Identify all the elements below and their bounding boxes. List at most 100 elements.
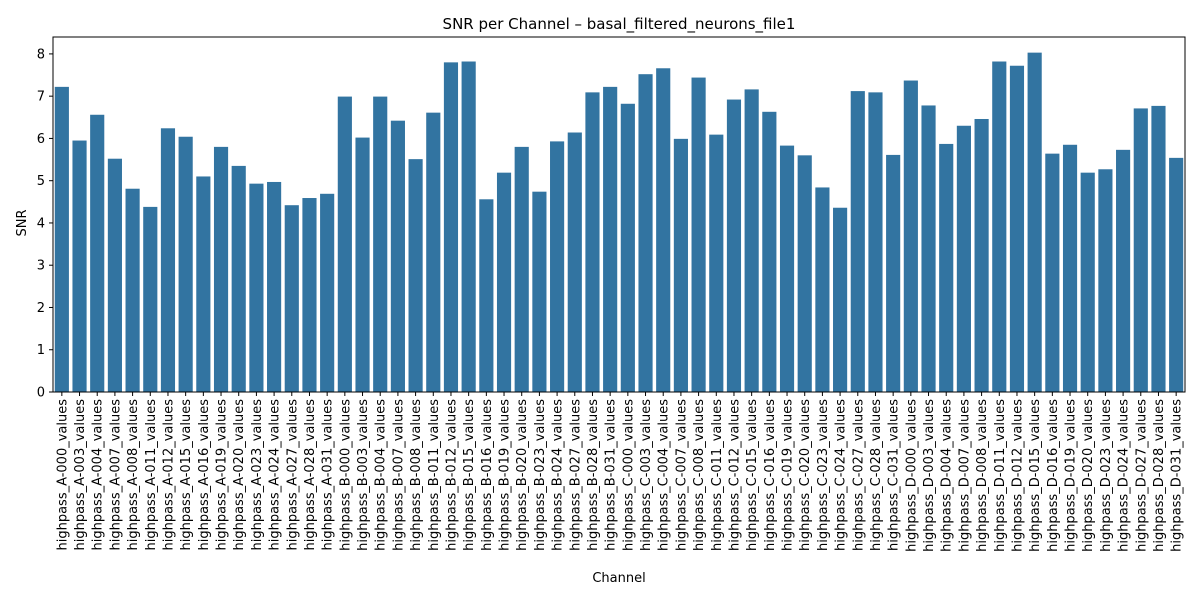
bar-highpass_C-003_values (638, 74, 653, 392)
x-tick-label: highpass_D-007_values (957, 399, 972, 552)
bar-highpass_D-008_values (974, 118, 989, 393)
x-tick-label: highpass_B-012_values (444, 399, 459, 551)
bar-highpass_D-012_values (1009, 65, 1025, 393)
chart-title: SNR per Channel – basal_filtered_neurons… (443, 15, 796, 34)
bar-highpass_B-000_values (337, 96, 352, 392)
x-tick-label: highpass_C-027_values (851, 399, 866, 551)
x-tick-label: highpass_C-004_values (657, 399, 672, 551)
bar-highpass_C-019_values (779, 145, 795, 392)
x-tick-label: highpass_C-015_values (745, 399, 760, 551)
bar-highpass_A-008_values (125, 188, 140, 392)
x-tick-label: highpass_D-020_values (1081, 399, 1096, 552)
bar-highpass_C-028_values (868, 92, 883, 393)
x-tick-label: highpass_D-003_values (922, 399, 937, 552)
x-tick-label: highpass_C-012_values (727, 399, 742, 551)
x-tick-label: highpass_B-020_values (515, 399, 530, 551)
bar-highpass_D-031_values (1169, 157, 1184, 392)
bar-highpass_C-000_values (620, 103, 635, 393)
bar-highpass_B-011_values (426, 112, 441, 393)
y-tick-label: 3 (37, 259, 45, 274)
bar-highpass_D-000_values (903, 80, 918, 392)
x-tick-label: highpass_A-020_values (232, 399, 247, 551)
x-tick-label: highpass_A-007_values (108, 399, 123, 551)
x-tick-label: highpass_C-028_values (869, 399, 884, 551)
bar-highpass_D-016_values (1045, 153, 1060, 392)
bar-highpass_C-012_values (726, 99, 742, 393)
x-ticks-group: highpass_A-000_values highpass_A-003_valu… (55, 392, 1185, 552)
x-tick-label: highpass_D-019_values (1064, 399, 1079, 552)
x-tick-label: highpass_C-011_values (710, 399, 725, 551)
x-tick-label: highpass_A-003_values (73, 399, 88, 551)
bar-highpass_B-007_values (390, 120, 405, 393)
y-tick-label: 0 (37, 386, 45, 401)
plot-frame (52, 36, 1186, 393)
x-tick-label: highpass_A-000_values (55, 399, 70, 551)
bar-highpass_A-031_values (320, 193, 335, 392)
y-tick-label: 1 (37, 343, 45, 358)
x-tick-label: highpass_A-011_values (144, 399, 159, 551)
bar-highpass_A-000_values (54, 86, 69, 393)
bar-highpass_B-004_values (373, 96, 388, 392)
bar-highpass_A-019_values (213, 146, 229, 392)
bar-highpass_A-015_values (178, 136, 193, 392)
bar-highpass_C-024_values (833, 207, 848, 392)
y-tick-label: 2 (37, 301, 45, 316)
bar-highpass_A-020_values (231, 165, 246, 392)
bar-highpass_C-015_values (744, 89, 759, 393)
bar-highpass_C-031_values (886, 154, 901, 392)
bar-highpass_C-007_values (673, 138, 688, 392)
x-tick-label: highpass_B-023_values (533, 399, 548, 551)
x-tick-label: highpass_D-000_values (904, 399, 919, 552)
bar-highpass_C-016_values (762, 111, 777, 393)
x-tick-label: highpass_C-031_values (887, 399, 902, 551)
bar-highpass_D-015_values (1027, 52, 1042, 392)
bar-highpass_D-003_values (921, 105, 936, 393)
bar-highpass_C-023_values (815, 187, 830, 392)
x-tick-label: highpass_D-023_values (1099, 399, 1114, 552)
x-tick-label: highpass_B-028_values (586, 399, 601, 551)
bar-highpass_D-004_values (939, 143, 954, 392)
x-tick-label: highpass_B-000_values (338, 399, 353, 551)
x-tick-label: highpass_C-003_values (639, 399, 654, 551)
bar-highpass_D-024_values (1116, 149, 1131, 392)
x-tick-label: highpass_B-008_values (409, 399, 424, 551)
x-tick-label: highpass_A-004_values (91, 399, 106, 551)
bar-highpass_A-003_values (72, 140, 87, 392)
x-tick-label: highpass_B-011_values (427, 399, 442, 551)
bar-highpass_A-024_values (267, 181, 282, 392)
x-tick-label: highpass_C-016_values (763, 399, 778, 551)
x-tick-label: highpass_C-008_values (692, 399, 707, 551)
bar-highpass_B-027_values (567, 132, 582, 392)
x-tick-label: highpass_D-016_values (1046, 399, 1061, 552)
bar-highpass_C-004_values (656, 68, 671, 393)
y-tick-label: 7 (37, 90, 45, 105)
bar-highpass_C-020_values (797, 155, 812, 392)
bar-highpass_B-015_values (461, 61, 476, 392)
bar-highpass_A-028_values (302, 198, 317, 392)
bar-highpass_D-007_values (956, 125, 971, 392)
x-tick-label: highpass_C-020_values (798, 399, 813, 551)
x-tick-label: highpass_A-031_values (321, 399, 336, 551)
bar-highpass_B-012_values (443, 62, 459, 393)
bar-highpass_A-004_values (90, 114, 105, 392)
x-tick-label: highpass_D-028_values (1152, 399, 1167, 552)
bar-highpass_D-027_values (1133, 108, 1148, 393)
bar-highpass_B-023_values (532, 191, 547, 392)
x-tick-label: highpass_B-031_values (604, 399, 619, 551)
x-tick-label: highpass_B-003_values (356, 399, 371, 551)
bar-highpass_B-008_values (408, 159, 423, 392)
x-tick-label: highpass_B-027_values (568, 399, 583, 551)
bar-highpass_A-027_values (284, 205, 299, 392)
y-ticks-group: 0 1 2 3 4 5 6 7 8 (37, 47, 53, 401)
bar-highpass_A-007_values (107, 158, 122, 392)
x-tick-label: highpass_D-031_values (1170, 399, 1185, 552)
x-tick-label: highpass_C-007_values (674, 399, 689, 551)
x-tick-label: highpass_D-011_values (993, 399, 1008, 552)
y-tick-label: 4 (37, 216, 45, 231)
bar-highpass_A-023_values (249, 183, 264, 392)
x-tick-label: highpass_B-019_values (498, 399, 513, 551)
bar-highpass_A-011_values (143, 206, 158, 392)
bar-highpass_B-003_values (355, 137, 370, 392)
bar-highpass_D-028_values (1151, 105, 1166, 392)
